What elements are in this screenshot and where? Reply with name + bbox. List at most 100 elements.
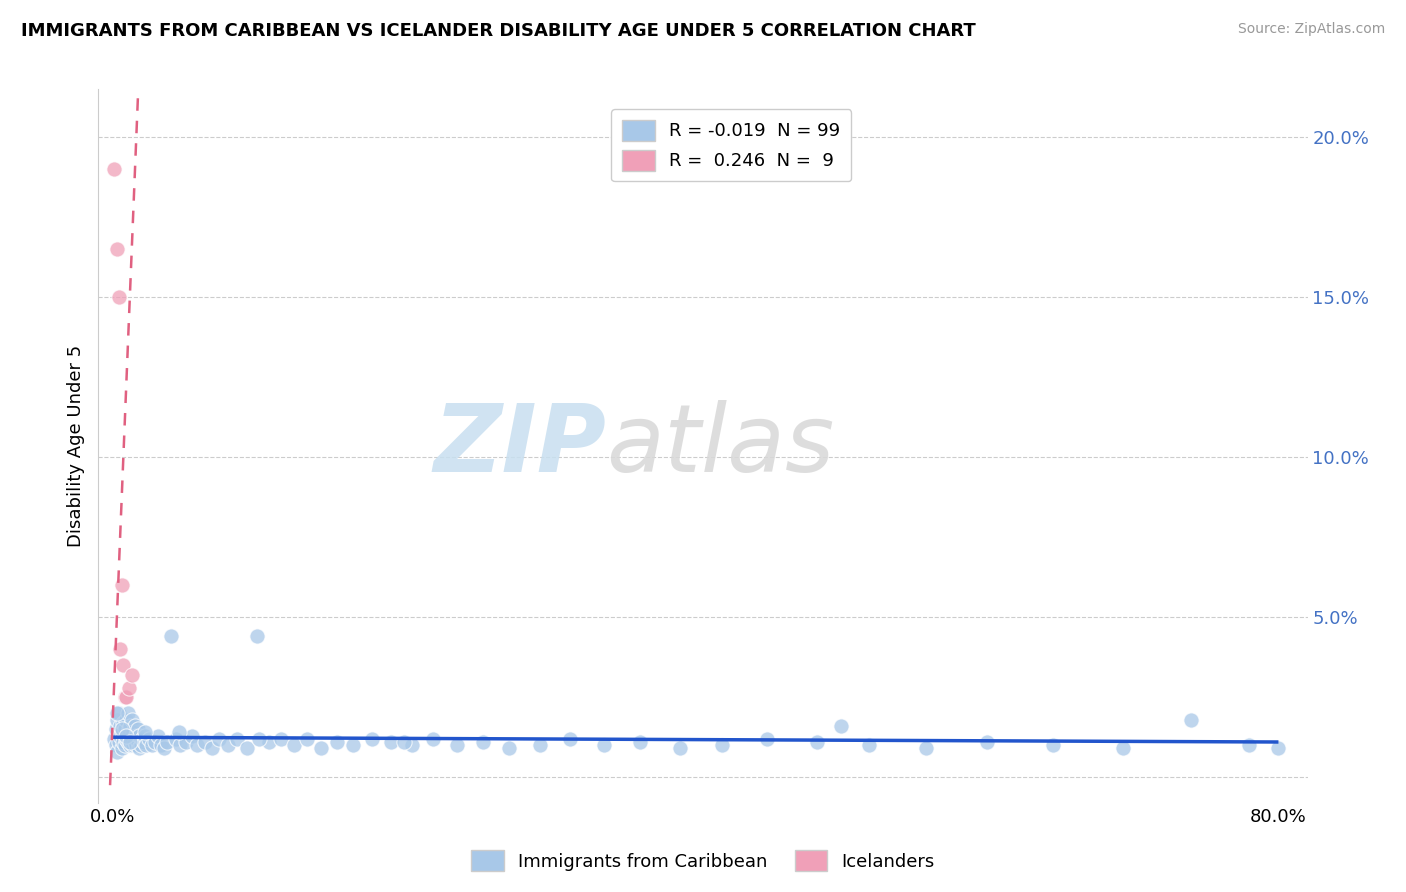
Point — [118, 681, 141, 695]
Point — [160, 629, 183, 643]
Point — [361, 731, 384, 746]
Point — [132, 735, 155, 749]
Point — [143, 735, 166, 749]
Point — [186, 738, 208, 752]
Point — [498, 741, 520, 756]
Point — [342, 738, 364, 752]
Point — [118, 722, 141, 736]
Point — [111, 741, 134, 756]
Point — [114, 722, 136, 736]
Point — [858, 738, 880, 752]
Point — [115, 729, 138, 743]
Point — [1239, 738, 1261, 752]
Point — [710, 738, 733, 752]
Point — [105, 706, 128, 721]
Point — [401, 738, 423, 752]
Text: atlas: atlas — [606, 401, 835, 491]
Point — [593, 738, 616, 752]
Point — [129, 738, 152, 752]
Legend: Immigrants from Caribbean, Icelanders: Immigrants from Caribbean, Icelanders — [464, 843, 942, 879]
Point — [121, 713, 143, 727]
Point — [156, 735, 179, 749]
Point — [128, 741, 150, 756]
Point — [112, 658, 135, 673]
Point — [117, 735, 139, 749]
Point — [380, 735, 402, 749]
Point — [108, 735, 131, 749]
Point — [124, 735, 146, 749]
Point — [165, 731, 187, 746]
Point — [112, 715, 135, 730]
Point — [180, 729, 202, 743]
Point — [976, 735, 998, 749]
Point — [110, 729, 132, 743]
Point — [311, 741, 333, 756]
Point — [472, 735, 495, 749]
Point — [141, 738, 163, 752]
Point — [120, 719, 142, 733]
Point — [1180, 713, 1202, 727]
Point — [122, 738, 145, 752]
Point — [103, 731, 125, 746]
Y-axis label: Disability Age Under 5: Disability Age Under 5 — [66, 345, 84, 547]
Point — [167, 725, 190, 739]
Point — [134, 725, 156, 739]
Point — [217, 738, 239, 752]
Text: IMMIGRANTS FROM CARIBBEAN VS ICELANDER DISABILITY AGE UNDER 5 CORRELATION CHART: IMMIGRANTS FROM CARIBBEAN VS ICELANDER D… — [21, 22, 976, 40]
Point — [111, 578, 134, 592]
Point — [131, 731, 153, 746]
Point — [115, 731, 138, 746]
Point — [108, 706, 131, 721]
Point — [628, 735, 651, 749]
Point — [446, 738, 468, 752]
Point — [236, 741, 259, 756]
Point — [257, 735, 280, 749]
Point — [194, 735, 217, 749]
Point — [270, 731, 292, 746]
Point — [124, 719, 146, 733]
Point — [806, 735, 828, 749]
Point — [246, 629, 269, 643]
Point — [108, 290, 131, 304]
Point — [121, 731, 143, 746]
Point — [105, 713, 128, 727]
Point — [125, 729, 148, 743]
Point — [115, 713, 138, 727]
Point — [134, 729, 156, 743]
Point — [529, 738, 551, 752]
Point — [153, 741, 176, 756]
Point — [756, 731, 779, 746]
Point — [394, 735, 416, 749]
Point — [112, 735, 135, 749]
Point — [120, 735, 142, 749]
Legend: R = -0.019  N = 99, R =  0.246  N =  9: R = -0.019 N = 99, R = 0.246 N = 9 — [612, 109, 851, 181]
Point — [120, 738, 142, 752]
Point — [105, 745, 128, 759]
Point — [150, 738, 173, 752]
Point — [125, 738, 148, 752]
Point — [103, 162, 125, 177]
Point — [146, 729, 169, 743]
Point — [1111, 741, 1133, 756]
Point — [560, 731, 582, 746]
Point — [127, 735, 149, 749]
Point — [114, 738, 136, 752]
Point — [127, 722, 149, 736]
Point — [1042, 738, 1064, 752]
Point — [915, 741, 938, 756]
Point — [283, 738, 305, 752]
Point — [169, 738, 191, 752]
Point — [128, 729, 150, 743]
Point — [115, 690, 138, 705]
Point — [174, 735, 197, 749]
Point — [122, 725, 145, 739]
Point — [135, 738, 157, 752]
Point — [104, 722, 127, 736]
Point — [121, 668, 143, 682]
Point — [111, 722, 134, 736]
Text: Source: ZipAtlas.com: Source: ZipAtlas.com — [1237, 22, 1385, 37]
Point — [110, 642, 132, 657]
Point — [830, 719, 852, 733]
Point — [247, 731, 270, 746]
Point — [118, 729, 141, 743]
